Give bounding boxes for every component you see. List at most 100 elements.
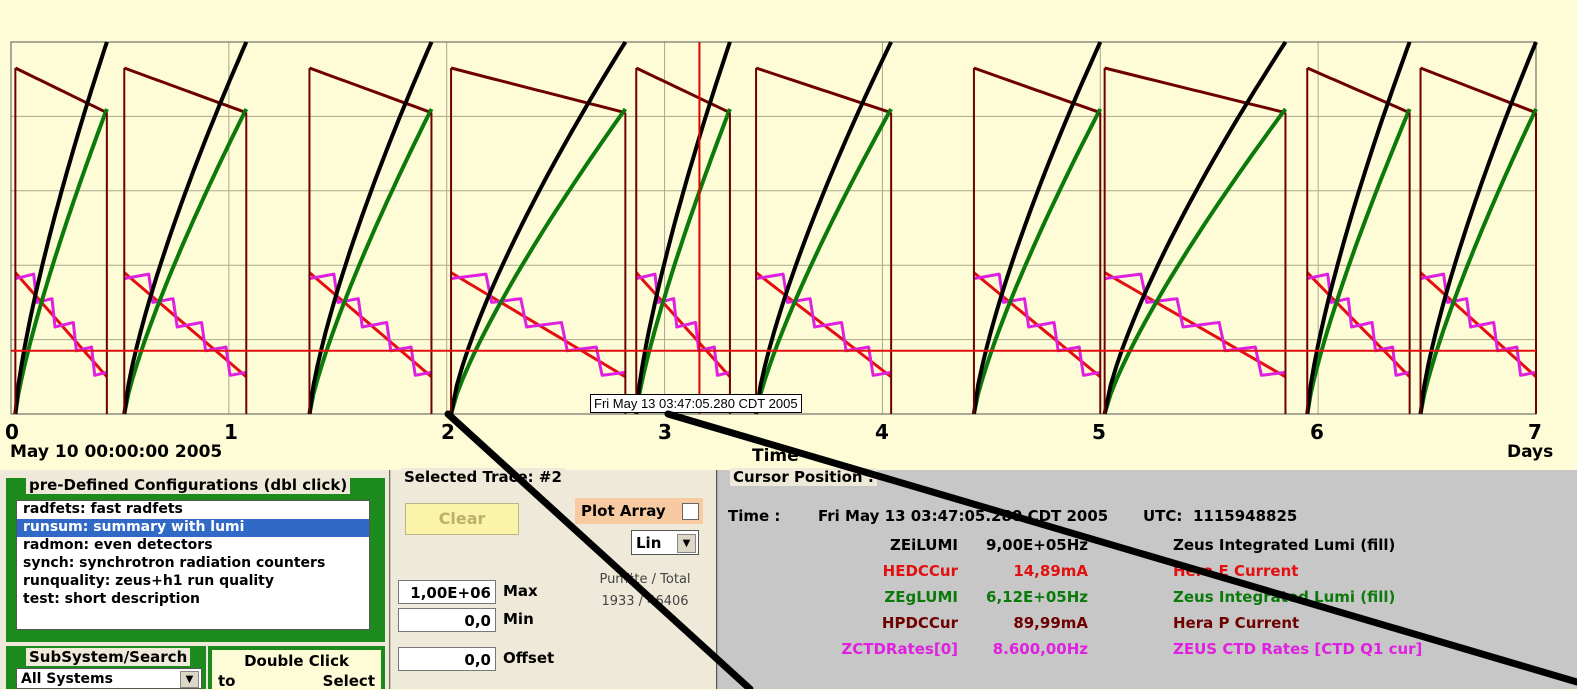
- series-line-zeilumi: [449, 40, 628, 415]
- subsystem-title: SubSystem/Search: [26, 648, 191, 666]
- cursor-row-name: HEDCCur: [882, 562, 958, 580]
- control-panel: pre-Defined Configurations (dbl click) r…: [0, 468, 1577, 690]
- series-line-hpdccur: [450, 66, 626, 115]
- series-line-zctdrates: [1104, 272, 1286, 377]
- x-start-label: May 10 00:00:00 2005: [10, 442, 223, 462]
- config-item[interactable]: radfets: fast radfets: [23, 501, 183, 517]
- series-line-zeglumi: [1418, 108, 1538, 415]
- chevron-down-icon[interactable]: ▼: [677, 534, 696, 553]
- series-line-zctdrates: [309, 272, 432, 377]
- series-line-zeglumi: [13, 108, 109, 415]
- cursor-row-name: HPDCCur: [881, 614, 958, 632]
- point-count-value: 1933 / 46406: [601, 594, 689, 609]
- max-input[interactable]: 1,00E+06: [398, 580, 496, 604]
- config-item[interactable]: test: short description: [23, 591, 201, 607]
- series-line-hpdccur: [1306, 66, 1411, 115]
- series-line-hpdccur: [1419, 66, 1537, 115]
- series-line-zeilumi: [754, 41, 893, 415]
- plot-array-toggle[interactable]: Plot Array: [575, 498, 703, 524]
- series-line-zctdrates: [15, 272, 108, 377]
- series-line-zeilumi: [1305, 41, 1412, 415]
- cursor-row-value: 6,12E+05Hz: [986, 588, 1088, 606]
- max-label: Max: [503, 582, 538, 600]
- series-line-hpdccur: [123, 66, 247, 115]
- series-line-zeilumi: [13, 41, 109, 415]
- series-line-zeilumi: [307, 41, 434, 415]
- series-line-zctdrates: [450, 272, 626, 377]
- chevron-down-icon[interactable]: ▼: [180, 671, 199, 688]
- cursor-row-name: ZCTDRates[0]: [841, 640, 958, 658]
- config-item[interactable]: synch: synchrotron radiation counters: [23, 555, 326, 571]
- configurations-title: pre-Defined Configurations (dbl click): [26, 476, 351, 494]
- cursor-tooltip: Fri May 13 03:47:05.280 CDT 2005: [590, 394, 802, 413]
- x-tick-label: 2: [441, 420, 455, 444]
- offset-input[interactable]: 0,0: [398, 647, 496, 671]
- series-line-zctdrates: [973, 272, 1101, 377]
- series-line-zeglumi: [1102, 107, 1288, 415]
- series-line-hpdccur: [1104, 66, 1286, 115]
- double-click-group: Double Click to Select: [208, 646, 385, 690]
- cursor-row-name: ZEiLUMI: [890, 536, 958, 554]
- series-line-zeglumi: [754, 108, 893, 415]
- series-line-zeilumi: [1102, 40, 1288, 415]
- cursor-position-title: Cursor Position :: [730, 468, 877, 486]
- offset-label: Offset: [503, 649, 555, 667]
- series-line-zeglumi: [307, 108, 434, 415]
- series-line-hpdccur: [635, 66, 731, 115]
- double-click-panel: Double Click to Select: [212, 650, 381, 690]
- double-click-to: to: [218, 672, 236, 690]
- series-line-zeilumi: [971, 41, 1103, 415]
- series-line-zeglumi: [1305, 108, 1412, 415]
- series-line-zctdrates: [1420, 272, 1537, 377]
- x-tick-label: 7: [1528, 420, 1542, 444]
- time-series-chart[interactable]: [0, 0, 1577, 470]
- cursor-row-description: Zeus Integrated Lumi (fill): [1173, 536, 1396, 554]
- cursor-position-group: Cursor Position : Time : Fri May 13 03:4…: [716, 468, 1577, 689]
- cursor-row-description: Zeus Integrated Lumi (fill): [1173, 588, 1396, 606]
- plot-area[interactable]: 0 1 2 3 4 5 6 7 May 10 00:00:00 2005 Tim…: [0, 0, 1577, 470]
- min-label: Min: [503, 610, 534, 628]
- subsystem-select[interactable]: All Systems ▼: [16, 668, 202, 689]
- clear-button[interactable]: Clear: [405, 503, 519, 535]
- series-line-zeilumi: [1418, 41, 1538, 415]
- series-line-zeglumi: [122, 108, 249, 415]
- cursor-row-description: Hera P Current: [1173, 614, 1300, 632]
- plot-array-checkbox[interactable]: [682, 503, 699, 520]
- cursor-row-value: 14,89mA: [1013, 562, 1088, 580]
- config-item-selected[interactable]: runsum: summary with lumi: [17, 519, 369, 537]
- cursor-row-value: 89,99mA: [1013, 614, 1088, 632]
- series-line-zeglumi: [449, 107, 628, 415]
- cursor-row-value: 9,00E+05Hz: [986, 536, 1088, 554]
- cursor-utc-label: UTC:: [1143, 507, 1183, 525]
- series-line-hpdccur: [308, 66, 433, 115]
- cursor-utc-value: 1115948825: [1193, 507, 1298, 525]
- x-tick-label: 6: [1310, 420, 1324, 444]
- series-line-hpdccur: [755, 66, 892, 115]
- series-line-zeglumi: [634, 108, 732, 415]
- configurations-list[interactable]: radfets: fast radfets runsum: summary wi…: [16, 500, 370, 630]
- series-line-zeilumi: [122, 41, 249, 415]
- series-line-zeglumi: [971, 108, 1103, 415]
- cursor-row-description: Hera E Current: [1173, 562, 1299, 580]
- series-line-hpdccur: [973, 66, 1101, 115]
- scale-select[interactable]: Lin ▼: [631, 530, 699, 555]
- cursor-row-description: ZEUS CTD Rates [CTD Q1 cur]: [1173, 640, 1423, 658]
- x-tick-label: 5: [1092, 420, 1106, 444]
- series-line-zeilumi: [634, 41, 732, 415]
- subsystem-value: All Systems: [21, 671, 113, 687]
- x-tick-label: 3: [658, 420, 672, 444]
- config-item[interactable]: runquality: zeus+h1 run quality: [23, 573, 274, 589]
- double-click-label: Double Click: [244, 652, 349, 670]
- min-input[interactable]: 0,0: [398, 608, 496, 632]
- series-line-zctdrates: [755, 272, 892, 377]
- x-axis-title: Time: [752, 446, 799, 466]
- subsystem-group: SubSystem/Search All Systems ▼: [6, 646, 206, 689]
- x-tick-label: 0: [5, 420, 19, 444]
- cursor-row-value: 8.600,00Hz: [992, 640, 1088, 658]
- cursor-time-label: Time :: [728, 507, 781, 525]
- point-count-label: Pun#te / Total: [599, 572, 691, 587]
- config-item[interactable]: radmon: even detectors: [23, 537, 213, 553]
- series-line-zctdrates: [1306, 272, 1410, 377]
- double-click-select: Select: [322, 672, 375, 690]
- series-line-hpdccur: [14, 66, 108, 115]
